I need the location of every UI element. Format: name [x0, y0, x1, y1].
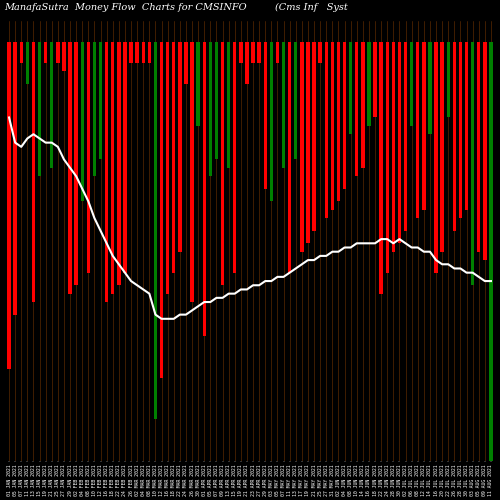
Bar — [184, 42, 188, 84]
Bar — [74, 42, 78, 286]
Bar — [148, 42, 151, 63]
Bar — [386, 42, 389, 272]
Bar — [392, 42, 395, 252]
Bar — [355, 42, 358, 176]
Bar — [349, 42, 352, 134]
Text: ManafaSutra  Money Flow  Charts for CMSINFO: ManafaSutra Money Flow Charts for CMSINF… — [4, 3, 247, 12]
Bar — [111, 42, 114, 294]
Bar — [14, 42, 17, 314]
Text: (Cms Inf   Syst: (Cms Inf Syst — [274, 3, 347, 12]
Bar — [264, 42, 267, 189]
Bar — [465, 42, 468, 210]
Bar — [172, 42, 176, 272]
Bar — [32, 42, 35, 302]
Bar — [160, 42, 163, 378]
Bar — [99, 42, 102, 160]
Bar — [477, 42, 480, 252]
Bar — [422, 42, 426, 210]
Bar — [105, 42, 108, 302]
Bar — [130, 42, 132, 63]
Bar — [190, 42, 194, 302]
Bar — [288, 42, 292, 272]
Bar — [93, 42, 96, 176]
Bar — [142, 42, 145, 63]
Bar — [440, 42, 444, 252]
Bar — [80, 42, 84, 202]
Bar — [306, 42, 310, 243]
Bar — [178, 42, 182, 252]
Bar — [324, 42, 328, 218]
Bar — [227, 42, 230, 168]
Bar — [374, 42, 376, 117]
Bar — [459, 42, 462, 218]
Bar — [490, 42, 492, 462]
Bar — [154, 42, 157, 420]
Bar — [20, 42, 23, 63]
Bar — [434, 42, 438, 272]
Bar — [380, 42, 383, 294]
Bar — [404, 42, 407, 230]
Bar — [215, 42, 218, 160]
Bar — [246, 42, 248, 84]
Bar — [117, 42, 120, 286]
Bar — [282, 42, 285, 168]
Bar — [368, 42, 370, 126]
Bar — [337, 42, 340, 202]
Bar — [136, 42, 139, 63]
Bar — [26, 42, 29, 84]
Bar — [294, 42, 298, 160]
Bar — [86, 42, 90, 272]
Bar — [221, 42, 224, 286]
Bar — [398, 42, 401, 243]
Bar — [416, 42, 420, 218]
Bar — [239, 42, 242, 63]
Bar — [124, 42, 126, 272]
Bar — [8, 42, 10, 369]
Bar — [68, 42, 71, 294]
Bar — [270, 42, 273, 202]
Bar — [196, 42, 200, 126]
Bar — [258, 42, 261, 63]
Bar — [62, 42, 66, 72]
Bar — [446, 42, 450, 117]
Bar — [56, 42, 59, 63]
Bar — [312, 42, 316, 230]
Bar — [343, 42, 346, 189]
Bar — [428, 42, 432, 134]
Bar — [233, 42, 236, 272]
Bar — [208, 42, 212, 176]
Bar — [252, 42, 254, 63]
Bar — [166, 42, 170, 294]
Bar — [361, 42, 364, 168]
Bar — [300, 42, 304, 252]
Bar — [410, 42, 414, 126]
Bar — [44, 42, 48, 63]
Bar — [483, 42, 486, 260]
Bar — [452, 42, 456, 230]
Bar — [202, 42, 206, 336]
Bar — [276, 42, 279, 63]
Bar — [50, 42, 53, 168]
Bar — [318, 42, 322, 63]
Bar — [471, 42, 474, 286]
Bar — [38, 42, 41, 176]
Bar — [330, 42, 334, 210]
